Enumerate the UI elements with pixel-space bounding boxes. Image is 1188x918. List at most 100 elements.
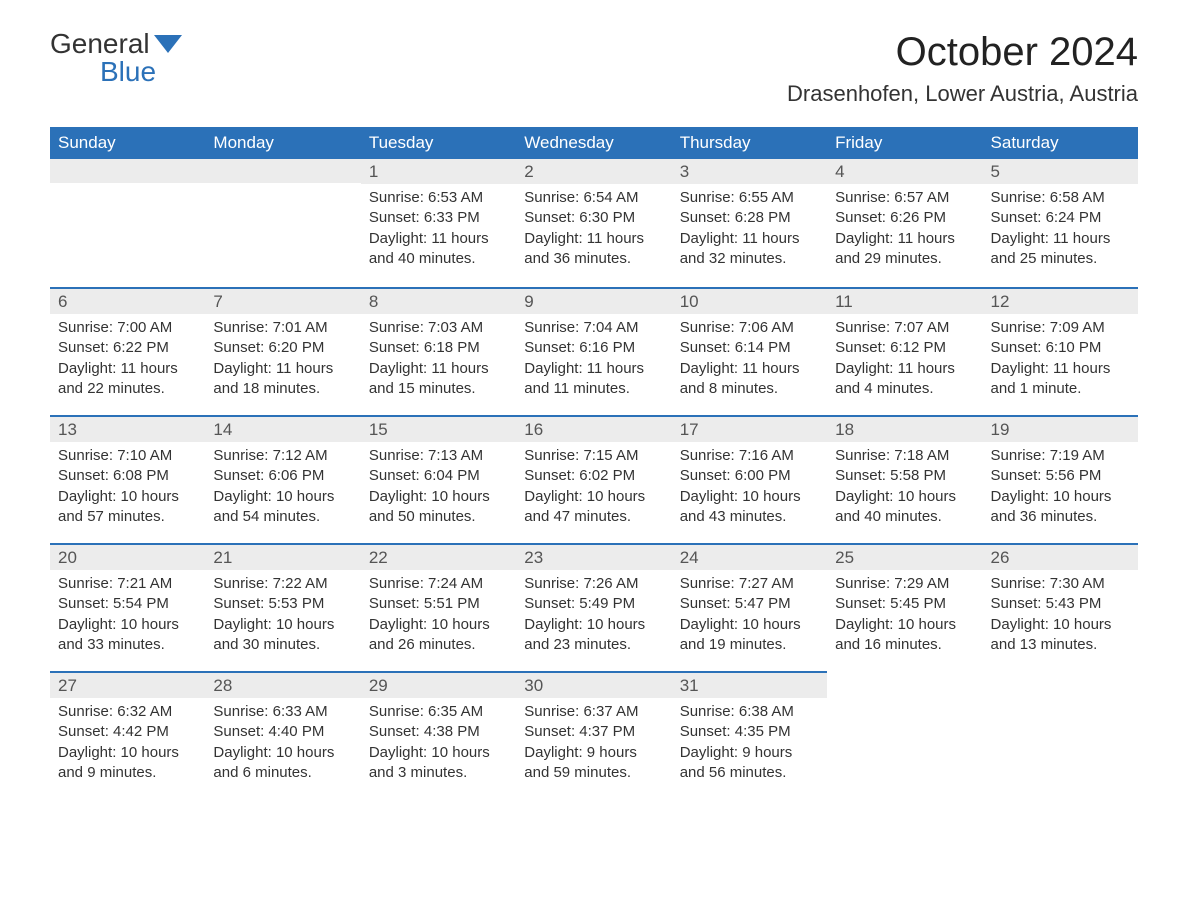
calendar-week-row: 20Sunrise: 7:21 AMSunset: 5:54 PMDayligh… — [50, 543, 1138, 671]
calendar-cell: 5Sunrise: 6:58 AMSunset: 6:24 PMDaylight… — [983, 159, 1138, 287]
calendar-cell: 2Sunrise: 6:54 AMSunset: 6:30 PMDaylight… — [516, 159, 671, 287]
calendar-cell: 29Sunrise: 6:35 AMSunset: 4:38 PMDayligh… — [361, 671, 516, 799]
day-details: Sunrise: 7:30 AMSunset: 5:43 PMDaylight:… — [983, 570, 1138, 663]
calendar-table: SundayMondayTuesdayWednesdayThursdayFrid… — [50, 127, 1138, 799]
calendar-cell: 6Sunrise: 7:00 AMSunset: 6:22 PMDaylight… — [50, 287, 205, 415]
day-number: 10 — [672, 287, 827, 314]
day-details: Sunrise: 7:18 AMSunset: 5:58 PMDaylight:… — [827, 442, 982, 535]
day-sunset: Sunset: 5:45 PM — [835, 594, 974, 614]
day-day2: and 19 minutes. — [680, 635, 819, 655]
day-sunrise: Sunrise: 7:00 AM — [58, 318, 197, 338]
calendar-body: 1Sunrise: 6:53 AMSunset: 6:33 PMDaylight… — [50, 159, 1138, 799]
day-day1: Daylight: 10 hours — [213, 487, 352, 507]
day-day2: and 50 minutes. — [369, 507, 508, 527]
day-sunset: Sunset: 4:40 PM — [213, 722, 352, 742]
calendar-cell — [827, 671, 982, 799]
empty-day-band — [205, 159, 360, 183]
location: Drasenhofen, Lower Austria, Austria — [787, 81, 1138, 107]
day-sunset: Sunset: 6:18 PM — [369, 338, 508, 358]
day-day1: Daylight: 10 hours — [991, 487, 1130, 507]
calendar-cell: 30Sunrise: 6:37 AMSunset: 4:37 PMDayligh… — [516, 671, 671, 799]
calendar-cell: 19Sunrise: 7:19 AMSunset: 5:56 PMDayligh… — [983, 415, 1138, 543]
day-day2: and 40 minutes. — [369, 249, 508, 269]
day-day1: Daylight: 11 hours — [369, 359, 508, 379]
day-sunset: Sunset: 4:42 PM — [58, 722, 197, 742]
logo-flag-icon — [154, 35, 182, 53]
day-day1: Daylight: 11 hours — [991, 229, 1130, 249]
day-sunrise: Sunrise: 6:57 AM — [835, 188, 974, 208]
day-day1: Daylight: 11 hours — [680, 359, 819, 379]
day-day2: and 33 minutes. — [58, 635, 197, 655]
day-day2: and 43 minutes. — [680, 507, 819, 527]
day-details: Sunrise: 7:00 AMSunset: 6:22 PMDaylight:… — [50, 314, 205, 407]
day-day1: Daylight: 11 hours — [835, 359, 974, 379]
day-day2: and 56 minutes. — [680, 763, 819, 783]
day-sunrise: Sunrise: 7:29 AM — [835, 574, 974, 594]
day-number: 24 — [672, 543, 827, 570]
day-day2: and 18 minutes. — [213, 379, 352, 399]
day-number: 12 — [983, 287, 1138, 314]
day-details: Sunrise: 6:58 AMSunset: 6:24 PMDaylight:… — [983, 184, 1138, 277]
day-day1: Daylight: 11 hours — [835, 229, 974, 249]
day-details: Sunrise: 7:16 AMSunset: 6:00 PMDaylight:… — [672, 442, 827, 535]
day-sunrise: Sunrise: 6:35 AM — [369, 702, 508, 722]
day-day2: and 6 minutes. — [213, 763, 352, 783]
day-sunset: Sunset: 5:51 PM — [369, 594, 508, 614]
calendar-week-row: 13Sunrise: 7:10 AMSunset: 6:08 PMDayligh… — [50, 415, 1138, 543]
day-day2: and 40 minutes. — [835, 507, 974, 527]
calendar-cell: 18Sunrise: 7:18 AMSunset: 5:58 PMDayligh… — [827, 415, 982, 543]
day-number: 31 — [672, 671, 827, 698]
calendar-cell: 17Sunrise: 7:16 AMSunset: 6:00 PMDayligh… — [672, 415, 827, 543]
day-day1: Daylight: 10 hours — [369, 487, 508, 507]
day-sunset: Sunset: 6:16 PM — [524, 338, 663, 358]
day-number: 22 — [361, 543, 516, 570]
day-day2: and 9 minutes. — [58, 763, 197, 783]
logo-text-b: Blue — [52, 56, 156, 87]
day-sunrise: Sunrise: 7:26 AM — [524, 574, 663, 594]
calendar-cell: 31Sunrise: 6:38 AMSunset: 4:35 PMDayligh… — [672, 671, 827, 799]
empty-day-band — [50, 159, 205, 183]
day-sunset: Sunset: 6:08 PM — [58, 466, 197, 486]
day-day2: and 16 minutes. — [835, 635, 974, 655]
day-sunrise: Sunrise: 7:18 AM — [835, 446, 974, 466]
day-details: Sunrise: 7:06 AMSunset: 6:14 PMDaylight:… — [672, 314, 827, 407]
day-day2: and 57 minutes. — [58, 507, 197, 527]
header: General Blue October 2024 Drasenhofen, L… — [50, 30, 1138, 119]
day-day1: Daylight: 9 hours — [524, 743, 663, 763]
day-day2: and 8 minutes. — [680, 379, 819, 399]
day-sunset: Sunset: 5:53 PM — [213, 594, 352, 614]
day-sunset: Sunset: 6:22 PM — [58, 338, 197, 358]
day-sunrise: Sunrise: 7:12 AM — [213, 446, 352, 466]
day-number: 6 — [50, 287, 205, 314]
calendar-cell: 28Sunrise: 6:33 AMSunset: 4:40 PMDayligh… — [205, 671, 360, 799]
day-sunset: Sunset: 5:47 PM — [680, 594, 819, 614]
calendar-cell: 13Sunrise: 7:10 AMSunset: 6:08 PMDayligh… — [50, 415, 205, 543]
calendar-cell: 10Sunrise: 7:06 AMSunset: 6:14 PMDayligh… — [672, 287, 827, 415]
day-day2: and 30 minutes. — [213, 635, 352, 655]
day-details: Sunrise: 7:22 AMSunset: 5:53 PMDaylight:… — [205, 570, 360, 663]
day-sunrise: Sunrise: 7:21 AM — [58, 574, 197, 594]
calendar-cell: 8Sunrise: 7:03 AMSunset: 6:18 PMDaylight… — [361, 287, 516, 415]
day-sunset: Sunset: 5:56 PM — [991, 466, 1130, 486]
day-day2: and 59 minutes. — [524, 763, 663, 783]
day-sunrise: Sunrise: 6:58 AM — [991, 188, 1130, 208]
calendar-cell: 27Sunrise: 6:32 AMSunset: 4:42 PMDayligh… — [50, 671, 205, 799]
day-day1: Daylight: 11 hours — [213, 359, 352, 379]
weekday-header: Friday — [827, 127, 982, 159]
day-details: Sunrise: 7:03 AMSunset: 6:18 PMDaylight:… — [361, 314, 516, 407]
calendar-cell: 12Sunrise: 7:09 AMSunset: 6:10 PMDayligh… — [983, 287, 1138, 415]
day-details: Sunrise: 6:33 AMSunset: 4:40 PMDaylight:… — [205, 698, 360, 791]
day-details: Sunrise: 7:29 AMSunset: 5:45 PMDaylight:… — [827, 570, 982, 663]
day-sunrise: Sunrise: 6:54 AM — [524, 188, 663, 208]
day-sunrise: Sunrise: 6:55 AM — [680, 188, 819, 208]
day-details: Sunrise: 7:19 AMSunset: 5:56 PMDaylight:… — [983, 442, 1138, 535]
day-number: 17 — [672, 415, 827, 442]
day-sunset: Sunset: 4:35 PM — [680, 722, 819, 742]
calendar-cell — [205, 159, 360, 287]
day-sunset: Sunset: 6:30 PM — [524, 208, 663, 228]
day-day2: and 15 minutes. — [369, 379, 508, 399]
day-details: Sunrise: 7:13 AMSunset: 6:04 PMDaylight:… — [361, 442, 516, 535]
calendar-cell: 25Sunrise: 7:29 AMSunset: 5:45 PMDayligh… — [827, 543, 982, 671]
month-title: October 2024 — [787, 30, 1138, 75]
day-number: 19 — [983, 415, 1138, 442]
